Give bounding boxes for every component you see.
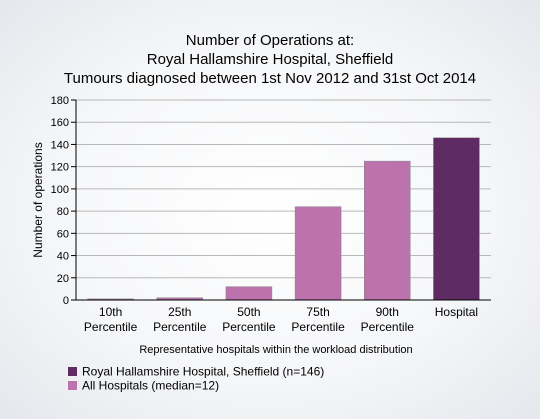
legend: Royal Hallamshire Hospital, Sheffield (n… [68,365,324,393]
y-tick-label: 120 [51,162,69,174]
bars [87,137,480,301]
gridlines [71,99,491,301]
bar-4 [294,206,342,301]
x-axis-label: Representative hospitals within the work… [139,344,412,356]
chart-title-line: Royal Hallamshire Hospital, Sheffield [147,51,394,68]
y-tick-labels: 0 20 40 60 80 100 120 140 160 180 [51,95,69,307]
chart-title: Number of Operations at: Royal Hallamshir… [64,32,476,87]
y-tick-label: 0 [63,295,69,307]
chart-title-line: Tumours diagnosed between 1st Nov 2012 a… [64,70,476,87]
y-tick-label: 140 [51,139,69,151]
bar-3 [225,286,273,301]
y-tick-label: 100 [51,184,69,196]
legend-label: All Hospitals (median=12) [82,379,219,393]
legend-swatch [68,381,77,390]
y-tick-label: 40 [57,251,69,263]
x-tick-label: Hospital [435,305,478,319]
y-tick-label: 60 [57,228,69,240]
x-tick-label: 10th Percentile [84,305,138,334]
legend-swatch [68,367,77,376]
x-tick-label: 75th Percentile [291,305,345,334]
x-tick-labels: 10th Percentile 25th Percentile 50th Percenti… [84,305,478,334]
legend-label: Royal Hallamshire Hospital, Sheffield (n… [82,365,324,379]
x-tick-label: 25th Percentile [153,305,207,334]
y-tick-label: 80 [57,206,69,218]
axes [75,100,491,301]
x-tick-label: 50th Percentile [222,305,276,334]
y-tick-label: 180 [51,95,69,107]
y-axis-label: Number of operations [31,142,45,257]
bar-6 [433,137,480,301]
bar-5 [364,160,411,301]
x-tick-label: 90th Percentile [361,305,415,334]
y-tick-label: 20 [57,273,69,285]
chart-title-line: Number of Operations at: [186,32,354,49]
y-tick-label: 160 [51,117,69,129]
